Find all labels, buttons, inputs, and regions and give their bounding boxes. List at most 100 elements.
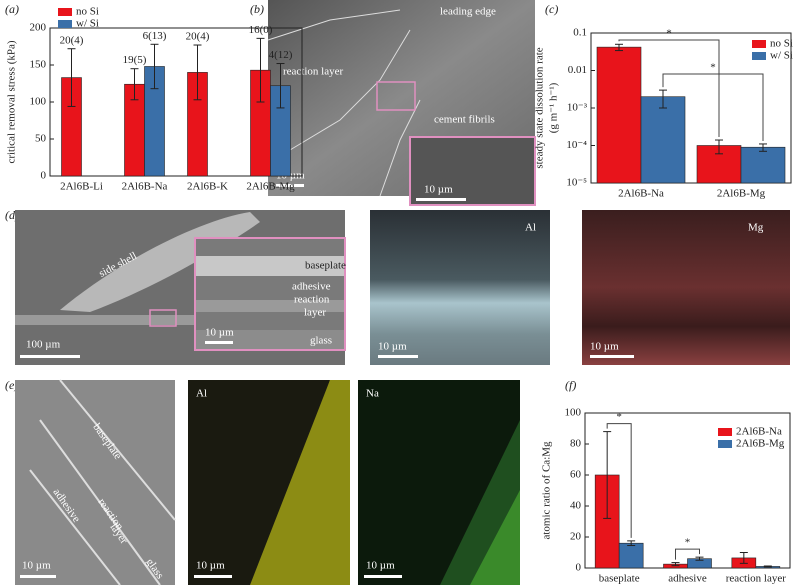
element-region	[470, 490, 520, 585]
bar	[740, 146, 786, 184]
error-bar	[603, 431, 612, 519]
layer	[196, 300, 344, 312]
legend-label: 2Al6B-Mg	[736, 438, 785, 450]
eds-map	[370, 210, 550, 365]
significance-bracket	[662, 73, 764, 141]
inset-image	[409, 136, 536, 206]
scale-bar	[378, 355, 418, 358]
error-bar	[193, 44, 202, 101]
y-tick-label: 10⁻⁴	[566, 139, 587, 151]
annotation: reaction layer	[283, 66, 343, 78]
scale-bar	[276, 184, 304, 187]
annotation: baseplate	[305, 260, 346, 272]
scale-bar	[416, 198, 466, 201]
panel-label: (c)	[545, 2, 558, 16]
significance-mark: *	[685, 537, 691, 549]
scale-label: 10 µm	[22, 560, 51, 572]
element-label: Na	[366, 388, 379, 400]
panel-label: (a)	[5, 2, 19, 16]
scale-label: 10 µm	[590, 341, 619, 353]
count-label: 16(0)	[249, 24, 273, 36]
element-label: Al	[196, 388, 207, 400]
panel-label: (b)	[250, 2, 264, 16]
y-axis-label: steady state dissolution rate	[534, 47, 546, 168]
scale-label: 10 µm	[424, 184, 453, 196]
legend-swatch	[752, 40, 766, 48]
error-bar	[759, 143, 767, 152]
x-tick-label: reaction layer	[726, 573, 786, 585]
y-tick-label: 50	[35, 133, 47, 145]
significance-mark: *	[710, 62, 716, 74]
y-tick-label: 80	[570, 438, 582, 450]
layer-edge	[29, 379, 176, 586]
y-tick-label: 20	[570, 531, 582, 543]
layer	[196, 330, 344, 349]
legend-swatch	[752, 52, 766, 60]
error-bar	[763, 565, 772, 568]
x-tick-label: 2Al6B-Na	[122, 181, 168, 193]
significance-bracket	[675, 548, 700, 560]
error-bar	[671, 562, 680, 567]
scale-label: 10 µm	[196, 560, 225, 572]
error-bar	[256, 37, 265, 103]
y-axis-label: critical removal stress (kPa)	[6, 40, 18, 163]
eds-map	[582, 210, 790, 365]
x-tick-label: baseplate	[599, 573, 640, 585]
scale-label: 100 µm	[26, 339, 61, 351]
zoom-box	[376, 81, 416, 111]
error-bar	[695, 556, 704, 561]
y-tick-label: 100	[565, 407, 582, 419]
y-tick-label: 10⁻³	[567, 102, 588, 114]
scale-label: 10 µm	[205, 327, 234, 339]
element-label: Mg	[748, 222, 764, 234]
error-bar	[627, 540, 636, 547]
x-tick-label: 2Al6B-Mg	[246, 181, 295, 193]
count-label: 6(13)	[143, 30, 167, 42]
element-region	[250, 380, 350, 585]
significance-mark: *	[616, 411, 622, 423]
y-tick-label: 150	[30, 59, 47, 71]
y-tick-label: 40	[570, 500, 582, 512]
layer	[196, 256, 344, 276]
legend-label: no Si	[76, 6, 99, 18]
element-label: Al	[525, 222, 536, 234]
scale-bar	[205, 341, 233, 344]
count-label: 4(12)	[269, 49, 293, 61]
layer	[15, 315, 345, 325]
y-tick-label: 100	[30, 96, 47, 108]
y-tick-label: 0.01	[568, 64, 587, 76]
x-tick-label: 2Al6B-Li	[60, 181, 103, 193]
legend-swatch	[718, 428, 732, 436]
scale-bar	[364, 575, 402, 578]
y-tick-label: 0	[41, 170, 47, 182]
significance-mark: *	[666, 28, 672, 40]
scale-bar	[20, 355, 80, 358]
error-bar	[130, 68, 139, 101]
scale-bar	[20, 575, 56, 578]
error-bar	[276, 63, 285, 109]
y-tick-label: 200	[30, 22, 47, 34]
scale-label: 10 µm	[378, 341, 407, 353]
legend-swatch	[718, 440, 732, 448]
annotation: reaction	[294, 294, 330, 306]
significance-bracket	[618, 39, 720, 138]
x-tick-label: 2Al6B-Mg	[717, 188, 766, 200]
y-tick-label: 0	[576, 562, 582, 574]
y-axis-unit: (g m⁻¹ h⁻¹)	[548, 82, 560, 133]
scale-bar	[194, 575, 232, 578]
annotation: layer	[304, 307, 326, 319]
legend-swatch	[58, 20, 72, 28]
error-bar	[715, 139, 723, 155]
y-tick-label: 10⁻⁵	[566, 177, 587, 189]
panel-e: (e) baseplate adhesive reaction layer gl…	[5, 378, 520, 586]
zoom-box	[149, 309, 177, 327]
x-tick-label: 2Al6B-Na	[618, 188, 664, 200]
legend-swatch	[58, 8, 72, 16]
significance-bracket	[606, 423, 632, 538]
y-tick-label: 0.1	[573, 27, 587, 39]
sem-image	[15, 380, 175, 585]
bar	[640, 96, 686, 184]
crack	[267, 9, 421, 197]
scale-bar	[590, 355, 634, 358]
